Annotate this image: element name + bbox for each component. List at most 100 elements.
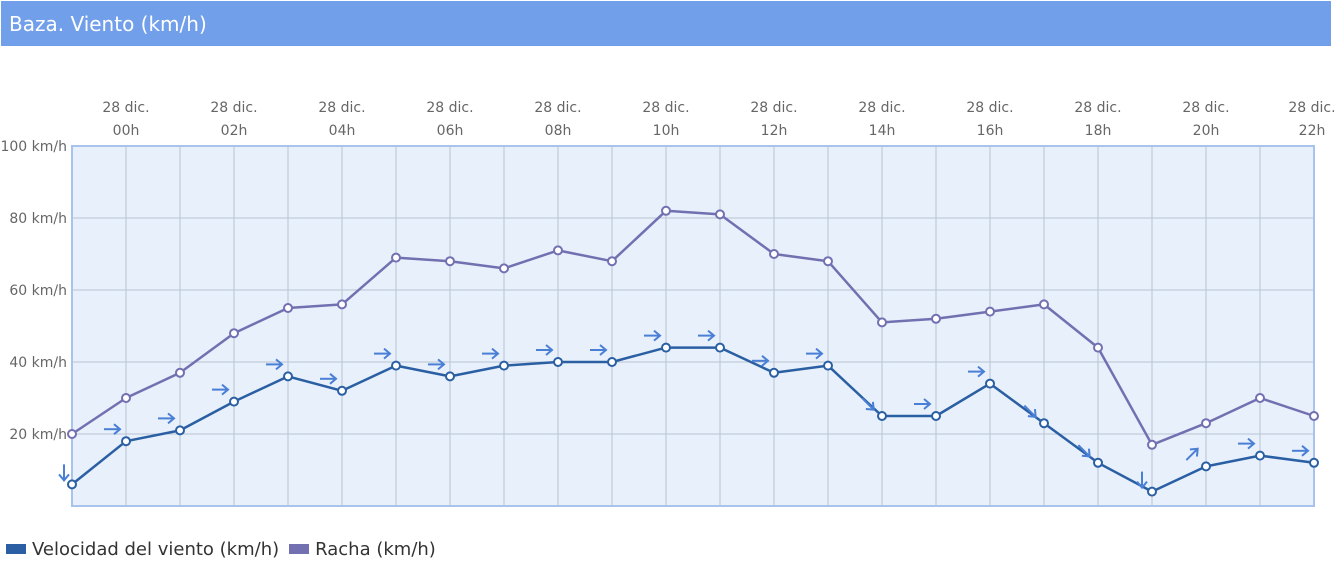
x-tick-label-hour: 02h: [221, 123, 248, 139]
wind-direction-arrow-icon: [1077, 444, 1091, 458]
wind-direction-arrow-icon: [428, 358, 446, 371]
x-tick-label-date: 28 dic.: [102, 100, 149, 116]
x-tick-label-date: 28 dic.: [858, 100, 905, 116]
wind-direction-arrow-icon: [158, 412, 176, 425]
wind-arrow-head: [545, 344, 554, 356]
data-point-velocidad: [985, 378, 995, 389]
data-point-racha: [121, 393, 131, 403]
wind-direction-arrow-icon: [861, 397, 875, 411]
x-tick-label-date: 28 dic.: [1182, 100, 1229, 116]
data-point-racha: [391, 252, 401, 263]
wind-arrow-shaft: [1023, 404, 1036, 417]
wind-direction-arrow-icon: [1238, 437, 1256, 450]
wind-direction-arrow-icon: [806, 347, 824, 360]
legend-label-racha: Racha (km/h): [315, 538, 436, 560]
wind-arrow-head: [437, 358, 446, 371]
legend-item-velocidad[interactable]: Velocidad del viento (km/h): [6, 539, 279, 560]
data-point-racha: [175, 367, 185, 378]
wind-arrow-head: [275, 358, 284, 371]
wind-arrow-head: [977, 365, 986, 378]
data-point-velocidad: [391, 360, 401, 371]
data-point-velocidad: [175, 425, 185, 436]
wind-arrow-head: [653, 329, 662, 342]
data-point-velocidad: [1147, 486, 1157, 497]
data-point-racha: [337, 299, 347, 310]
data-point-racha: [1093, 342, 1103, 353]
x-tick-label-date: 28 dic.: [1074, 100, 1121, 116]
y-tick-label: 40 km/h: [9, 355, 67, 371]
y-tick-label: 100 km/h: [0, 139, 67, 155]
data-point-velocidad: [67, 479, 77, 490]
wind-direction-arrow-icon: [104, 423, 122, 435]
x-tick-label-hour: 10h: [653, 123, 680, 139]
data-point-racha: [1147, 439, 1157, 450]
wind-arrow-head: [599, 344, 608, 356]
data-point-racha: [985, 306, 995, 317]
data-point-racha: [283, 303, 293, 313]
wind-arrow-head: [167, 412, 176, 425]
wind-direction-arrow-icon: [58, 464, 70, 482]
wind-arrow-shaft: [1077, 444, 1090, 457]
x-tick-label-date: 28 dic.: [210, 100, 257, 116]
data-point-racha: [931, 313, 941, 324]
wind-arrow-head: [1189, 447, 1199, 457]
wind-arrow-head: [221, 383, 230, 396]
wind-direction-arrow-icon: [266, 358, 284, 371]
data-point-racha: [607, 256, 617, 267]
data-point-velocidad: [1039, 418, 1049, 429]
data-point-velocidad: [661, 342, 671, 353]
x-tick-label-hour: 00h: [113, 123, 140, 139]
data-point-velocidad: [931, 411, 941, 421]
legend-item-racha[interactable]: Racha (km/h): [289, 539, 436, 560]
wind-direction-arrow-icon: [1023, 404, 1037, 418]
wind-arrow-head: [761, 355, 770, 367]
data-point-velocidad: [1201, 461, 1211, 472]
data-point-racha: [499, 263, 509, 274]
x-tick-label-date: 28 dic.: [534, 100, 581, 116]
x-tick-label-hour: 04h: [329, 123, 356, 139]
wind-arrow-head: [491, 347, 500, 360]
y-tick-label: 80 km/h: [9, 211, 67, 227]
x-tick-label-hour: 06h: [437, 123, 464, 139]
data-point-racha: [553, 245, 563, 256]
x-tick-label-hour: 18h: [1085, 123, 1112, 139]
plot-area: [72, 146, 1314, 506]
wind-direction-arrow-icon: [1292, 445, 1310, 457]
x-tick-label-date: 28 dic.: [1288, 100, 1335, 116]
wind-arrow-head: [815, 347, 824, 360]
x-tick-label-date: 28 dic.: [426, 100, 473, 116]
legend-swatch-velocidad: [6, 544, 26, 554]
wind-direction-arrow-icon: [1185, 447, 1199, 461]
x-tick-label-date: 28 dic.: [318, 100, 365, 116]
data-point-racha: [1201, 418, 1211, 429]
data-point-velocidad: [1309, 457, 1319, 468]
data-point-racha: [229, 328, 239, 339]
data-point-velocidad: [121, 436, 131, 447]
x-tick-label-hour: 16h: [977, 123, 1004, 139]
legend-swatch-racha: [289, 544, 310, 554]
data-point-velocidad: [1255, 450, 1265, 461]
wind-direction-arrow-icon: [698, 329, 716, 342]
data-point-racha: [1039, 299, 1049, 310]
chart-legend: Velocidad del viento (km/h) Racha (km/h): [6, 537, 446, 561]
series-line-racha: [71, 209, 1315, 447]
data-point-velocidad: [1093, 457, 1103, 468]
wind-arrow-head: [329, 373, 338, 385]
wind-direction-arrow-icon: [644, 329, 662, 342]
wind-direction-arrow-icon: [914, 398, 932, 410]
data-point-velocidad: [337, 385, 347, 396]
wind-arrow-head: [1301, 445, 1310, 457]
wind-direction-arrow-icon: [212, 383, 230, 396]
wind-direction-arrow-icon: [968, 365, 986, 378]
legend-label-velocidad: Velocidad del viento (km/h): [32, 538, 280, 560]
data-point-velocidad: [715, 342, 725, 353]
x-tick-label-hour: 12h: [761, 123, 788, 139]
data-point-velocidad: [769, 367, 779, 378]
x-tick-label-hour: 20h: [1193, 123, 1220, 139]
chart-title: Baza. Viento (km/h): [9, 12, 207, 36]
data-point-velocidad: [499, 360, 509, 371]
wind-direction-arrow-icon: [1136, 471, 1148, 490]
plot-border: [71, 145, 1315, 507]
wind-arrow-head: [1081, 448, 1091, 458]
